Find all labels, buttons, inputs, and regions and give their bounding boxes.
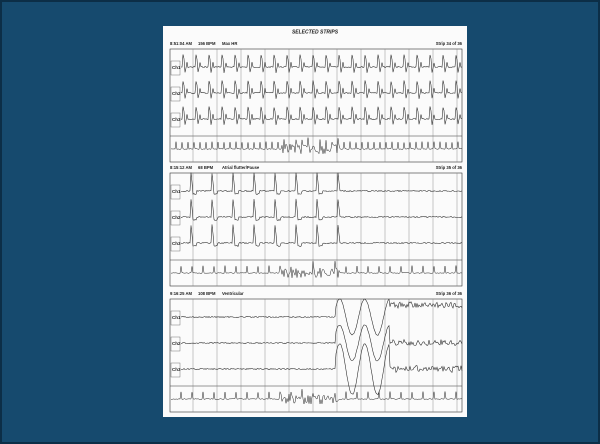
channel-label: Ch1 bbox=[172, 315, 181, 320]
channel-label: Ch2 bbox=[172, 91, 181, 96]
strip-note: Ventricular bbox=[222, 291, 244, 296]
channel-label: Ch1 bbox=[172, 189, 181, 194]
channel-label: Ch3 bbox=[172, 117, 181, 122]
strip-rate: 156 BPM bbox=[198, 41, 216, 46]
strip-rate: 108 BPM bbox=[198, 291, 216, 296]
strip-number: Strip 34 of 36 bbox=[436, 41, 463, 46]
channel-label: Ch2 bbox=[172, 341, 181, 346]
page: {"header": {"title": "SELECTED STRIPS"},… bbox=[0, 0, 600, 444]
strip-time: 8:15:12 AM bbox=[170, 165, 192, 170]
slide: SELECTED STRIPS 8:51:04 AM 156 BPM Max HR S… bbox=[0, 0, 600, 444]
strip-rate: 68 BPM bbox=[198, 165, 214, 170]
page-title: SELECTED STRIPS bbox=[292, 29, 339, 35]
channel-label: Ch1 bbox=[172, 65, 181, 70]
channel-label: Ch3 bbox=[172, 367, 181, 372]
channel-label: Ch2 bbox=[172, 215, 181, 220]
strip-number: Strip 36 of 36 bbox=[436, 291, 463, 296]
strip-note: Max HR bbox=[222, 41, 237, 46]
strip-note: Atrial flutter/Pause bbox=[222, 165, 260, 170]
channel-label: Ch3 bbox=[172, 241, 181, 246]
strip-time: 8:51:04 AM bbox=[170, 41, 192, 46]
strip-time: 9:16:25 AM bbox=[170, 291, 192, 296]
strip-number: Strip 35 of 36 bbox=[436, 165, 463, 170]
